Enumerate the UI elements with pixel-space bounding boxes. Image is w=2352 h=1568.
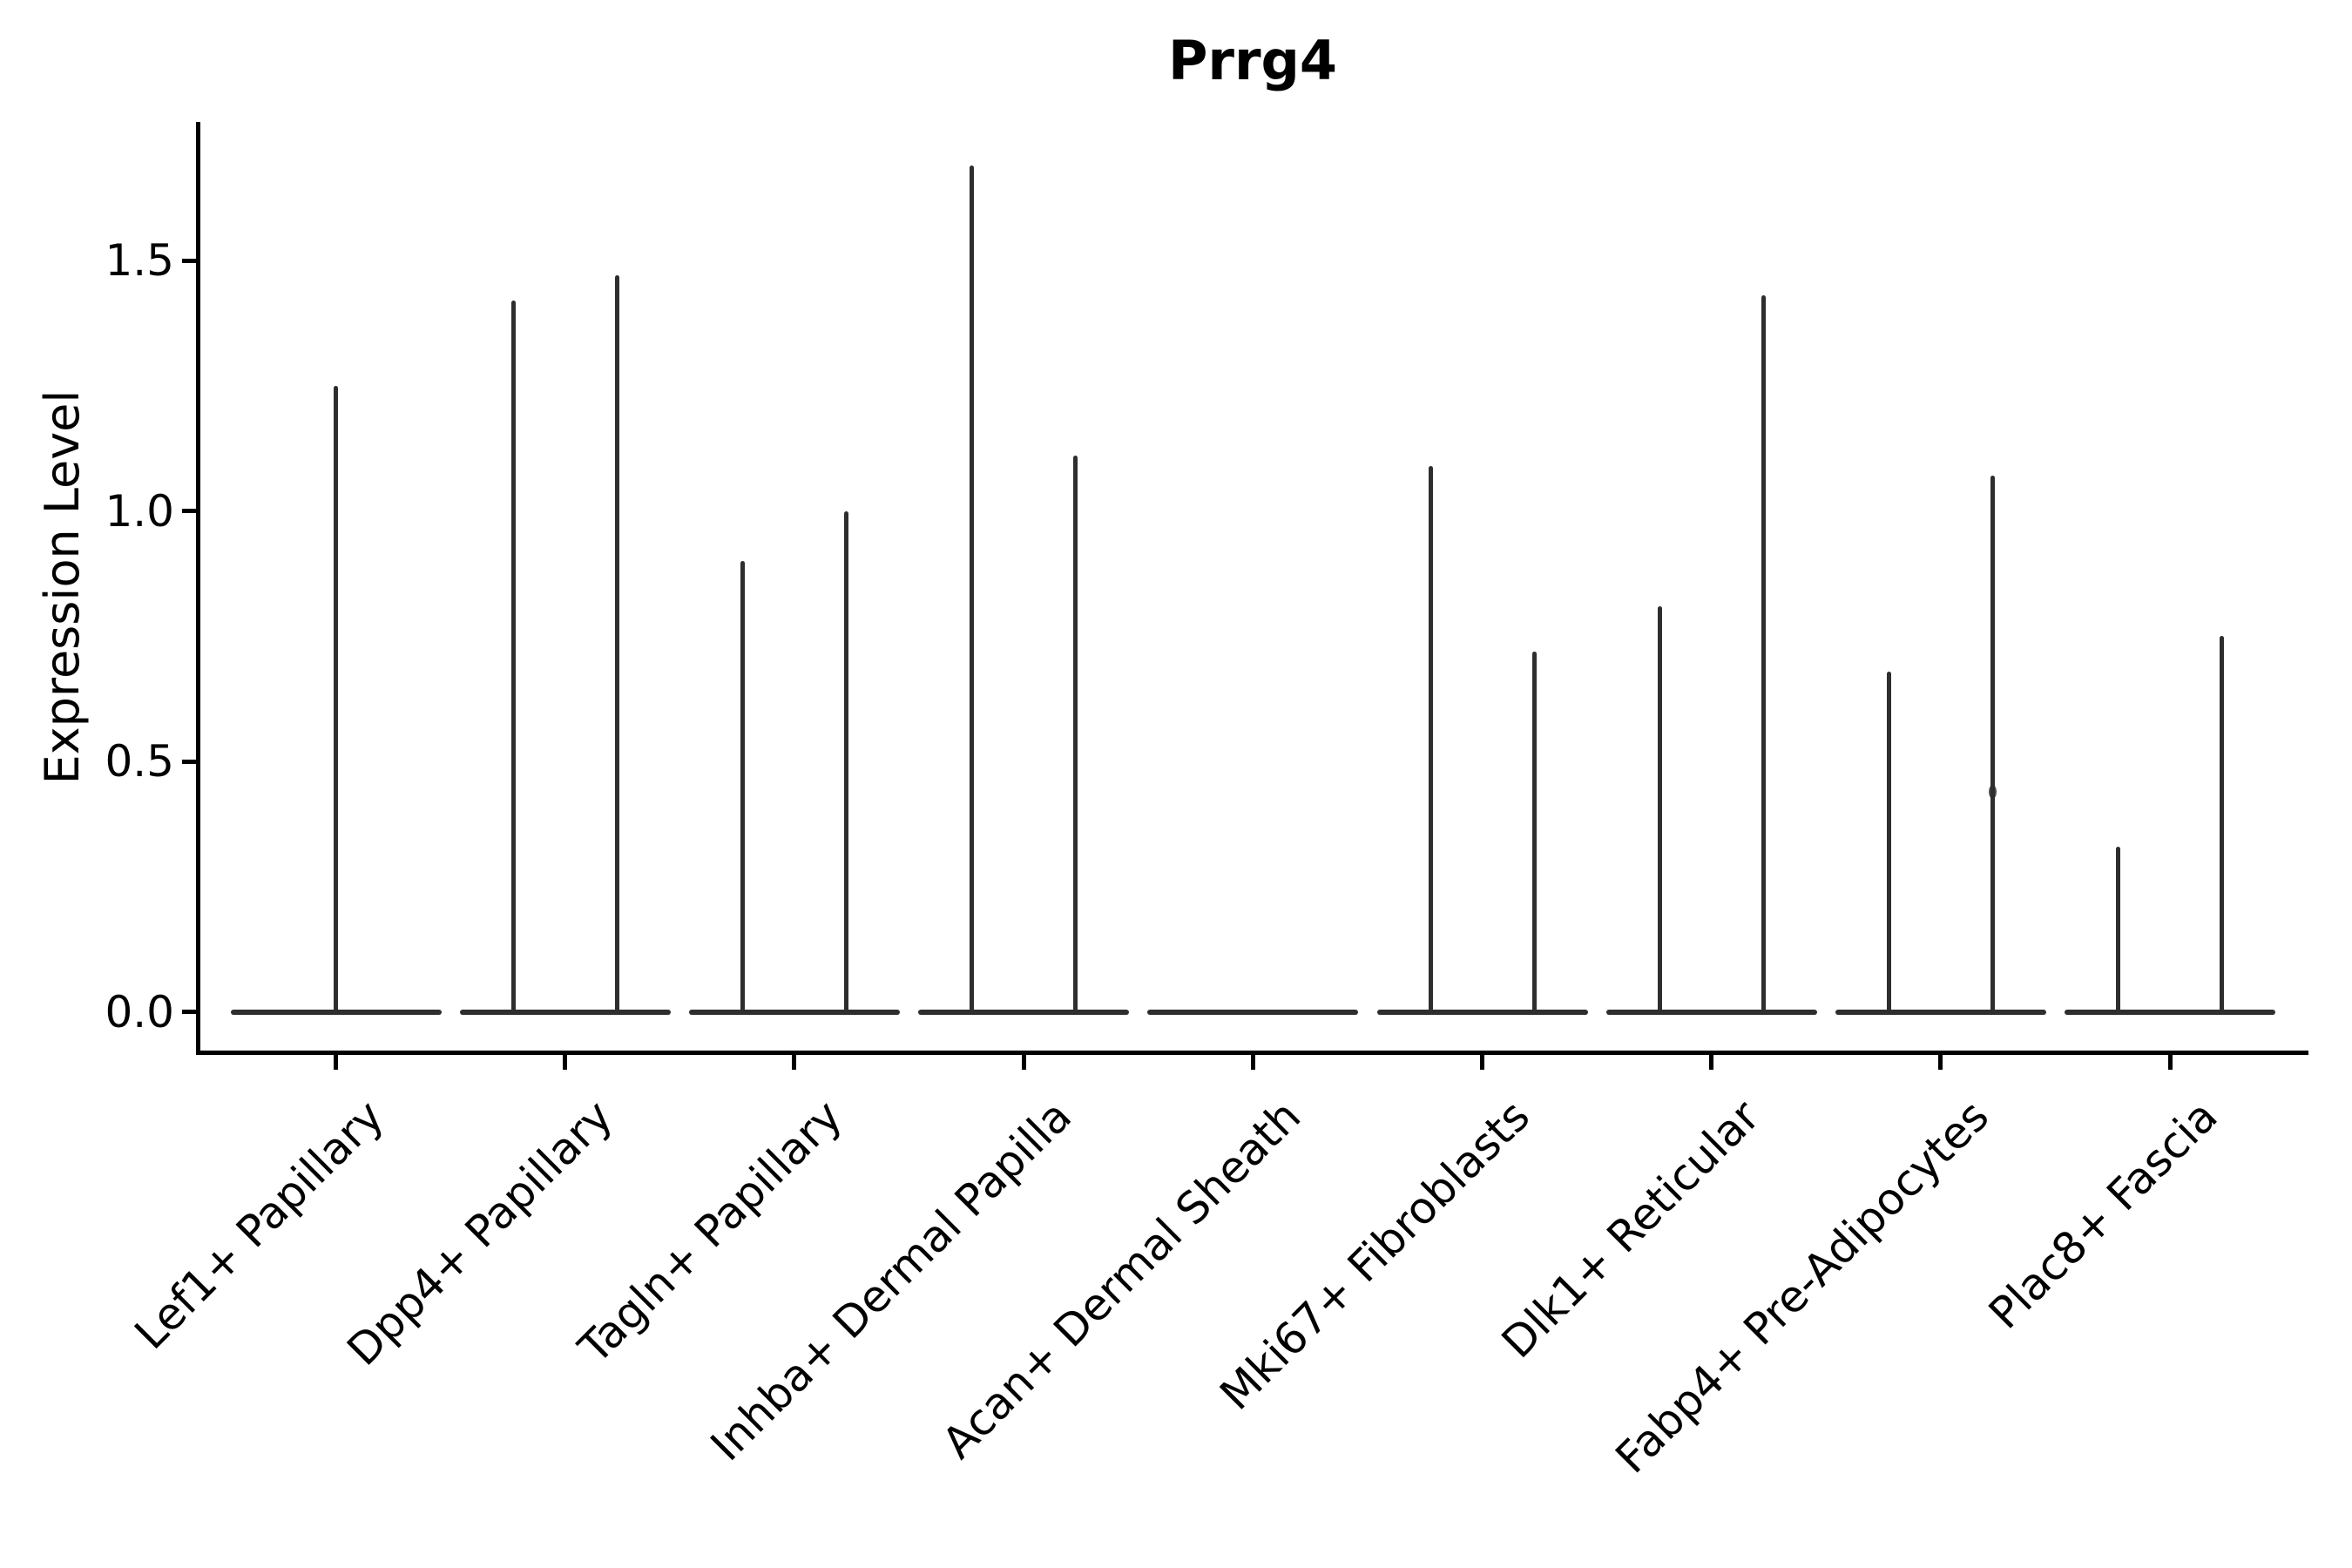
violin-spike	[843, 510, 848, 1014]
x-tick-mark	[334, 1055, 338, 1070]
violin-base	[1147, 1009, 1359, 1015]
chart-title: Prrg4	[1167, 29, 1338, 92]
x-tick-mark	[1938, 1055, 1943, 1070]
violin-spike	[614, 275, 619, 1014]
violin-spike	[2116, 846, 2121, 1014]
y-tick-label: 0.5	[105, 736, 174, 787]
x-tick-mark	[1021, 1055, 1026, 1070]
y-tick-mark	[182, 509, 196, 513]
violin-spike	[1073, 456, 1078, 1014]
x-axis-spine	[196, 1051, 2308, 1055]
y-axis-label: Expression Level	[35, 389, 90, 785]
violin-spike	[334, 385, 338, 1014]
violin-spike	[1531, 651, 1537, 1014]
x-tick-mark	[1709, 1055, 1714, 1070]
x-tick-label: Lef1+ Papillary	[125, 1091, 394, 1360]
violin-base	[918, 1009, 1130, 1015]
x-tick-mark	[2167, 1055, 2173, 1070]
violin-base	[1605, 1009, 1817, 1015]
y-tick-mark	[182, 759, 196, 764]
y-axis-spine	[196, 122, 200, 1055]
violin-spike	[740, 561, 745, 1014]
x-tick-mark	[1250, 1055, 1255, 1070]
violin-base	[1835, 1009, 2046, 1015]
y-tick-label: 0.0	[105, 986, 174, 1037]
violin-spike	[1886, 671, 1891, 1014]
violin-spike	[970, 165, 975, 1014]
y-tick-mark	[182, 1010, 196, 1014]
violin-base	[1376, 1009, 1588, 1015]
violin-spike	[1657, 605, 1662, 1014]
x-tick-mark	[563, 1055, 568, 1070]
violin-spike	[1761, 295, 1766, 1014]
violin-base	[2065, 1009, 2276, 1015]
x-tick-label: Fabp4+ Pre-Adipocytes	[1605, 1091, 1998, 1484]
y-tick-label: 1.5	[105, 235, 174, 286]
violin-spike	[1990, 476, 1995, 1014]
violin-base	[459, 1009, 671, 1015]
x-tick-mark	[1480, 1055, 1484, 1070]
violin-spike	[510, 301, 516, 1014]
y-tick-label: 1.0	[105, 485, 174, 537]
x-tick-mark	[792, 1055, 797, 1070]
violin-base	[688, 1009, 900, 1015]
violin-density-bump	[1988, 784, 1997, 799]
x-tick-label: Plac8+ Fascia	[1979, 1091, 2228, 1339]
violin-spike	[2220, 636, 2225, 1014]
violin-spike	[1428, 465, 1433, 1014]
y-tick-mark	[182, 258, 196, 263]
